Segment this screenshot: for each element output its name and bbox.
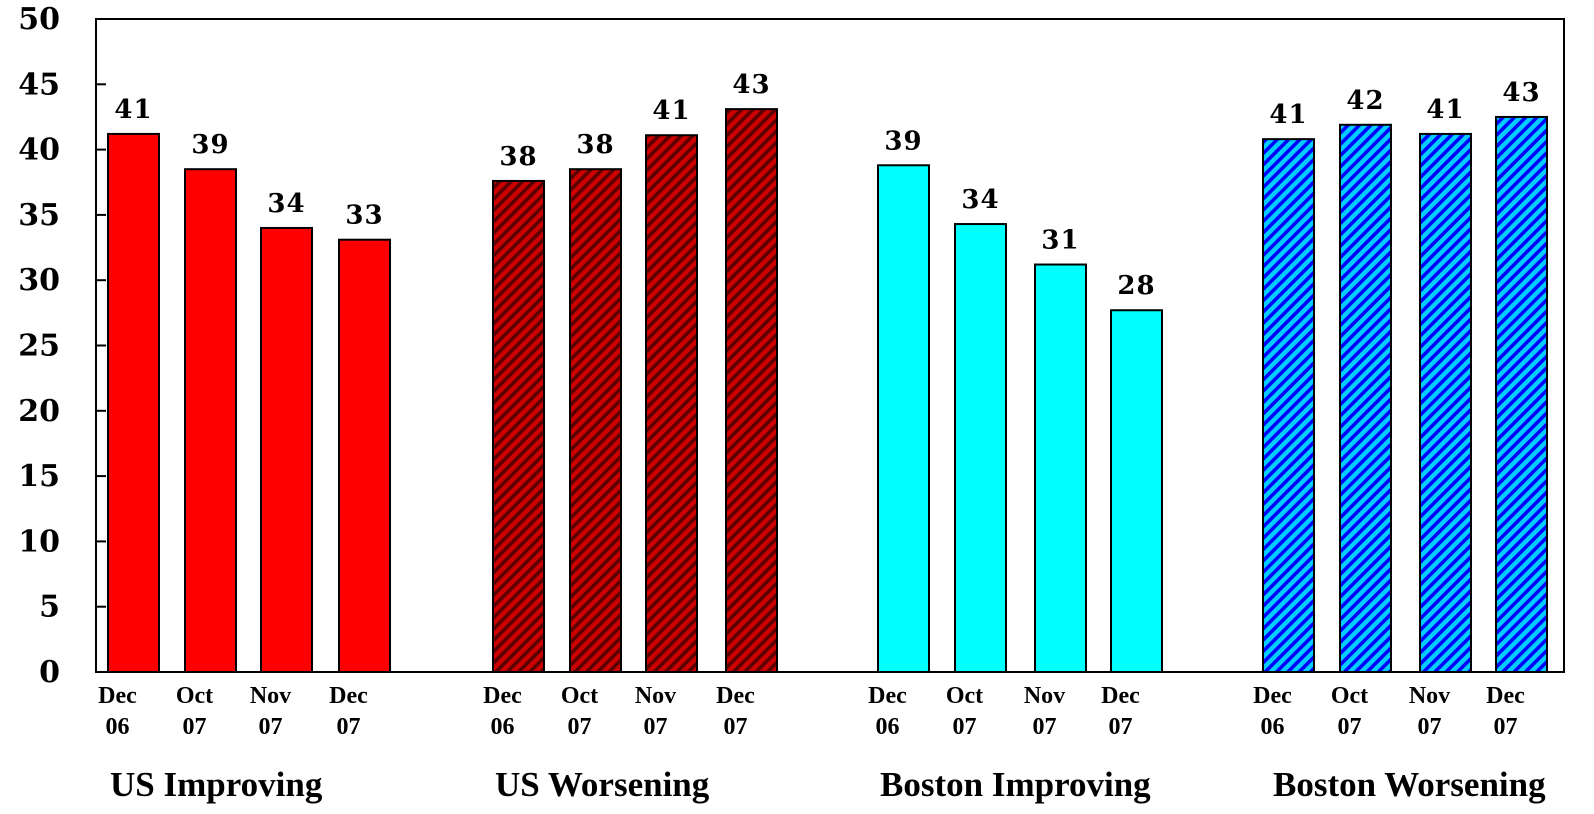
x-tick-label: Oct xyxy=(946,683,983,709)
y-tick-label: 45 xyxy=(18,67,60,102)
group-label: Boston Worsening xyxy=(1273,765,1546,804)
x-tick-label: Nov xyxy=(1024,683,1065,709)
bar xyxy=(1262,138,1315,674)
y-tick-label: 25 xyxy=(18,329,60,364)
x-tick-label: Dec xyxy=(716,683,755,709)
bar xyxy=(1339,123,1392,673)
data-label: 28 xyxy=(1117,271,1155,301)
x-tick-label: 07 xyxy=(568,714,592,740)
data-label: 41 xyxy=(1426,95,1464,125)
data-label: 43 xyxy=(732,70,770,100)
group-label: US Improving xyxy=(110,765,323,804)
group-label: Boston Improving xyxy=(880,765,1151,804)
data-label: 39 xyxy=(191,130,229,160)
x-tick-label: 07 xyxy=(337,714,361,740)
y-tick-label: 5 xyxy=(39,590,60,625)
x-tick-label: 07 xyxy=(1418,714,1442,740)
data-label: 41 xyxy=(652,96,690,126)
data-labels: 41 39 34 33 38 38 41 43 39 34 31 28 41 42 41 43 xyxy=(114,70,1540,301)
x-tick-label: 07 xyxy=(953,714,977,740)
bar xyxy=(645,134,698,673)
x-tick-label: 07 xyxy=(259,714,283,740)
data-label: 41 xyxy=(114,95,152,125)
x-tick-label: 06 xyxy=(106,714,130,740)
x-tick-label: Dec xyxy=(1253,683,1292,709)
y-tick-label: 50 xyxy=(18,2,60,37)
x-tick-label: Oct xyxy=(561,683,598,709)
data-label: 34 xyxy=(267,189,305,219)
x-tick-label: Dec xyxy=(1486,683,1525,709)
y-axis: 0 5 10 15 20 25 30 35 40 45 50 xyxy=(18,2,106,690)
x-tick-label: Nov xyxy=(635,683,676,709)
x-tick-label: Dec xyxy=(329,683,368,709)
x-tick-label: Oct xyxy=(176,683,213,709)
x-tick-label: 07 xyxy=(644,714,668,740)
y-tick-label: 20 xyxy=(18,394,60,429)
data-label: 42 xyxy=(1346,86,1384,116)
bar xyxy=(954,223,1007,674)
x-tick-label: 06 xyxy=(1261,714,1285,740)
data-label: 41 xyxy=(1269,100,1307,130)
x-tick-label: 07 xyxy=(724,714,748,740)
bars xyxy=(107,108,1548,674)
y-tick-label: 35 xyxy=(18,198,60,233)
bar xyxy=(338,238,391,674)
data-label: 31 xyxy=(1041,226,1079,256)
x-tick-label: Dec xyxy=(1101,683,1140,709)
x-axis: Dec 06 Oct 07 Nov 07 Dec 07 Dec 06 Oct 07 Nov 07 Dec 07… xyxy=(98,683,1525,740)
bar xyxy=(1495,115,1548,673)
bar xyxy=(1110,309,1163,673)
x-tick-label: 07 xyxy=(1494,714,1518,740)
y-tick-label: 0 xyxy=(39,655,60,690)
x-tick-label: Oct xyxy=(1331,683,1368,709)
bar xyxy=(184,168,237,673)
group-label: US Worsening xyxy=(495,765,710,804)
y-tick-label: 10 xyxy=(18,524,60,559)
bar xyxy=(492,179,545,673)
bar xyxy=(725,108,778,673)
x-tick-label: 06 xyxy=(876,714,900,740)
x-tick-label: 07 xyxy=(1109,714,1133,740)
data-label: 43 xyxy=(1502,78,1540,108)
bar xyxy=(877,164,930,673)
x-tick-label: Dec xyxy=(98,683,137,709)
x-tick-label: 07 xyxy=(1338,714,1362,740)
data-label: 38 xyxy=(499,142,537,172)
x-tick-label: 07 xyxy=(1033,714,1057,740)
x-tick-label: 06 xyxy=(491,714,515,740)
x-tick-label: Nov xyxy=(1409,683,1450,709)
y-tick-label: 15 xyxy=(18,459,60,494)
x-tick-label: Dec xyxy=(868,683,907,709)
bar xyxy=(107,132,160,674)
bar xyxy=(260,226,313,674)
data-label: 34 xyxy=(961,185,999,215)
x-tick-label: Nov xyxy=(250,683,291,709)
x-tick-label: 07 xyxy=(183,714,207,740)
x-tick-label: Dec xyxy=(483,683,522,709)
data-label: 33 xyxy=(345,201,383,231)
data-label: 38 xyxy=(576,130,614,160)
y-tick-label: 40 xyxy=(18,133,60,168)
bar xyxy=(569,168,622,673)
bar xyxy=(1419,132,1472,674)
group-labels: US Improving US Worsening Boston Improving… xyxy=(110,765,1546,804)
bar xyxy=(1034,263,1087,673)
y-tick-label: 30 xyxy=(18,263,60,298)
data-label: 39 xyxy=(884,126,922,156)
